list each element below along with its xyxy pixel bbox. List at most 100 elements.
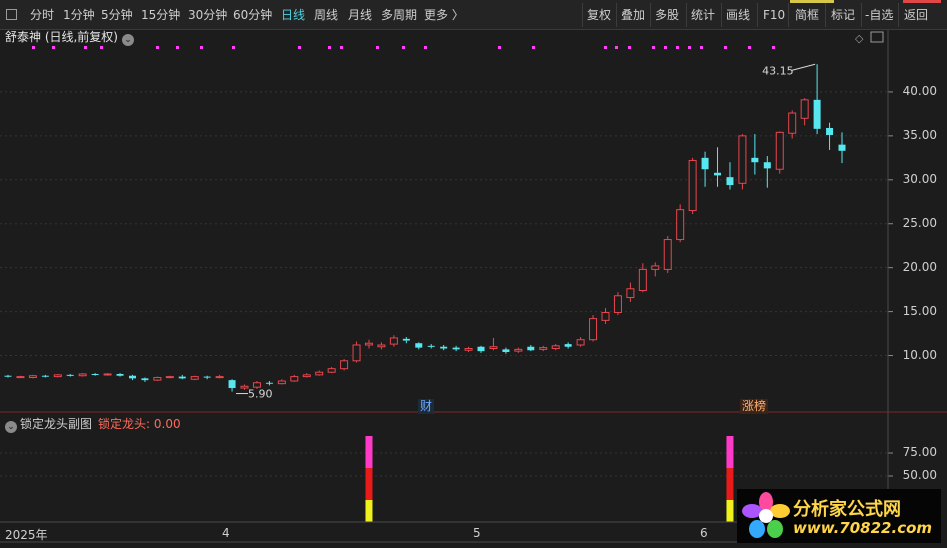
- toolbar-separator: [825, 3, 826, 27]
- candle-body: [28, 375, 37, 378]
- logo-url: www.70822.com: [793, 519, 933, 537]
- toolbar-separator: [898, 3, 899, 27]
- toolbar-separator: [650, 3, 651, 27]
- sub-y-tick-label: 50.00: [902, 468, 937, 482]
- stock-name-label: 舒泰神 (日线,前复权): [5, 30, 118, 44]
- y-tick-label: 25.00: [902, 215, 937, 230]
- f10-button[interactable]: F10: [763, 8, 786, 22]
- candle-body: [527, 346, 535, 351]
- candle-body: [165, 376, 174, 379]
- period-tab-60min[interactable]: 60分钟: [233, 8, 273, 22]
- candle-body: [601, 311, 610, 321]
- candle-body: [315, 371, 324, 376]
- signal-bar-red: [726, 468, 734, 500]
- flower-logo-icon: [742, 492, 790, 538]
- candle-body: [663, 239, 672, 270]
- signal-dot: [604, 46, 607, 49]
- candle-body: [116, 373, 124, 376]
- x-tick-label: 4: [222, 526, 230, 540]
- candle-body: [128, 375, 136, 379]
- candle-body: [427, 345, 435, 347]
- panel-toggle-icon[interactable]: [870, 31, 884, 43]
- signal-dot: [748, 46, 751, 49]
- candle-body: [203, 376, 211, 378]
- signal-dot: [688, 46, 691, 49]
- signal-dot: [232, 46, 235, 49]
- period-tab-multi[interactable]: 多周期: [381, 8, 418, 22]
- overlay-button[interactable]: 叠加: [621, 8, 646, 22]
- candle-body: [41, 375, 49, 377]
- period-tab-monthly[interactable]: 月线: [348, 8, 373, 22]
- toolbar-highlight: [903, 0, 941, 3]
- candle-body: [340, 360, 349, 370]
- candle-body: [826, 127, 834, 135]
- candle-body: [377, 344, 386, 348]
- statistics-button[interactable]: 统计: [691, 8, 716, 22]
- adjust-button[interactable]: 复权: [587, 8, 612, 22]
- signal-dot: [52, 46, 55, 49]
- candle-body: [53, 374, 62, 378]
- signal-dot: [615, 46, 618, 49]
- diamond-icon[interactable]: ◇: [855, 32, 864, 45]
- candle-body: [688, 159, 697, 212]
- toolbar-separator: [686, 3, 687, 27]
- candle-body: [352, 344, 361, 362]
- site-logo: 分析家公式网 www.70822.com: [737, 489, 941, 543]
- signal-dot: [498, 46, 501, 49]
- signal-dot: [424, 46, 427, 49]
- high-price-label: 43.15: [762, 64, 794, 77]
- multi-stock-button[interactable]: 多股: [655, 8, 680, 22]
- candle-body: [415, 343, 423, 348]
- period-tab-more[interactable]: 更多 〉: [424, 8, 464, 22]
- candle-body: [514, 348, 523, 352]
- candle-body: [277, 380, 286, 385]
- sub-chart-value: 锁定龙头: 0.00: [98, 417, 181, 431]
- period-tab-fenshi[interactable]: 分时: [30, 8, 55, 22]
- candle-body: [153, 376, 162, 381]
- candle-body: [364, 342, 373, 346]
- kline-chart[interactable]: 43.15 5.90 ◇: [0, 30, 947, 548]
- candle-body: [651, 265, 660, 270]
- signal-dot: [298, 46, 301, 49]
- candle-body: [464, 347, 473, 351]
- candle-body: [676, 209, 685, 241]
- draw-line-button[interactable]: 画线: [726, 8, 751, 22]
- simple-frame-button[interactable]: 简框: [795, 8, 820, 22]
- signal-dot: [84, 46, 87, 49]
- y-tick-label: 35.00: [902, 127, 937, 142]
- period-tab-weekly[interactable]: 周线: [314, 8, 339, 22]
- signal-bar-magenta: [365, 436, 373, 468]
- period-tab-15min[interactable]: 15分钟: [141, 8, 181, 22]
- high-pointer-line: [791, 63, 816, 71]
- candle-body: [838, 144, 846, 151]
- signal-dot: [376, 46, 379, 49]
- mark-button[interactable]: 标记: [831, 8, 856, 22]
- limit-up-list-tag[interactable]: 涨榜: [740, 399, 769, 414]
- candle-body: [91, 373, 99, 375]
- finance-tag[interactable]: 财: [418, 399, 435, 414]
- candle-body: [452, 347, 460, 350]
- period-tab-daily[interactable]: 日线: [281, 8, 306, 22]
- period-tab-30min[interactable]: 30分钟: [188, 8, 228, 22]
- x-tick-label: 2025年: [5, 528, 48, 542]
- chevron-down-icon[interactable]: ⌄: [5, 421, 17, 433]
- candle-body: [763, 162, 771, 169]
- toolbar-window-icon[interactable]: [6, 9, 17, 20]
- watchlist-remove-button[interactable]: -自选: [865, 8, 894, 22]
- period-tab-5min[interactable]: 5分钟: [101, 8, 133, 22]
- candle-body: [178, 376, 186, 379]
- candle-body: [327, 368, 336, 373]
- candle-body: [302, 374, 311, 378]
- candle-body: [228, 380, 236, 389]
- period-tab-1min[interactable]: 1分钟: [63, 8, 95, 22]
- candle-body: [775, 131, 784, 170]
- back-button[interactable]: 返回: [904, 8, 929, 22]
- chevron-down-icon[interactable]: ⌄: [122, 34, 134, 46]
- signal-dot: [652, 46, 655, 49]
- candle-body: [551, 345, 560, 349]
- x-tick-label: 5: [473, 526, 481, 540]
- candle-body: [265, 382, 273, 384]
- toolbar-separator: [721, 3, 722, 27]
- y-tick-label: 10.00: [902, 347, 937, 362]
- signal-dot: [32, 46, 35, 49]
